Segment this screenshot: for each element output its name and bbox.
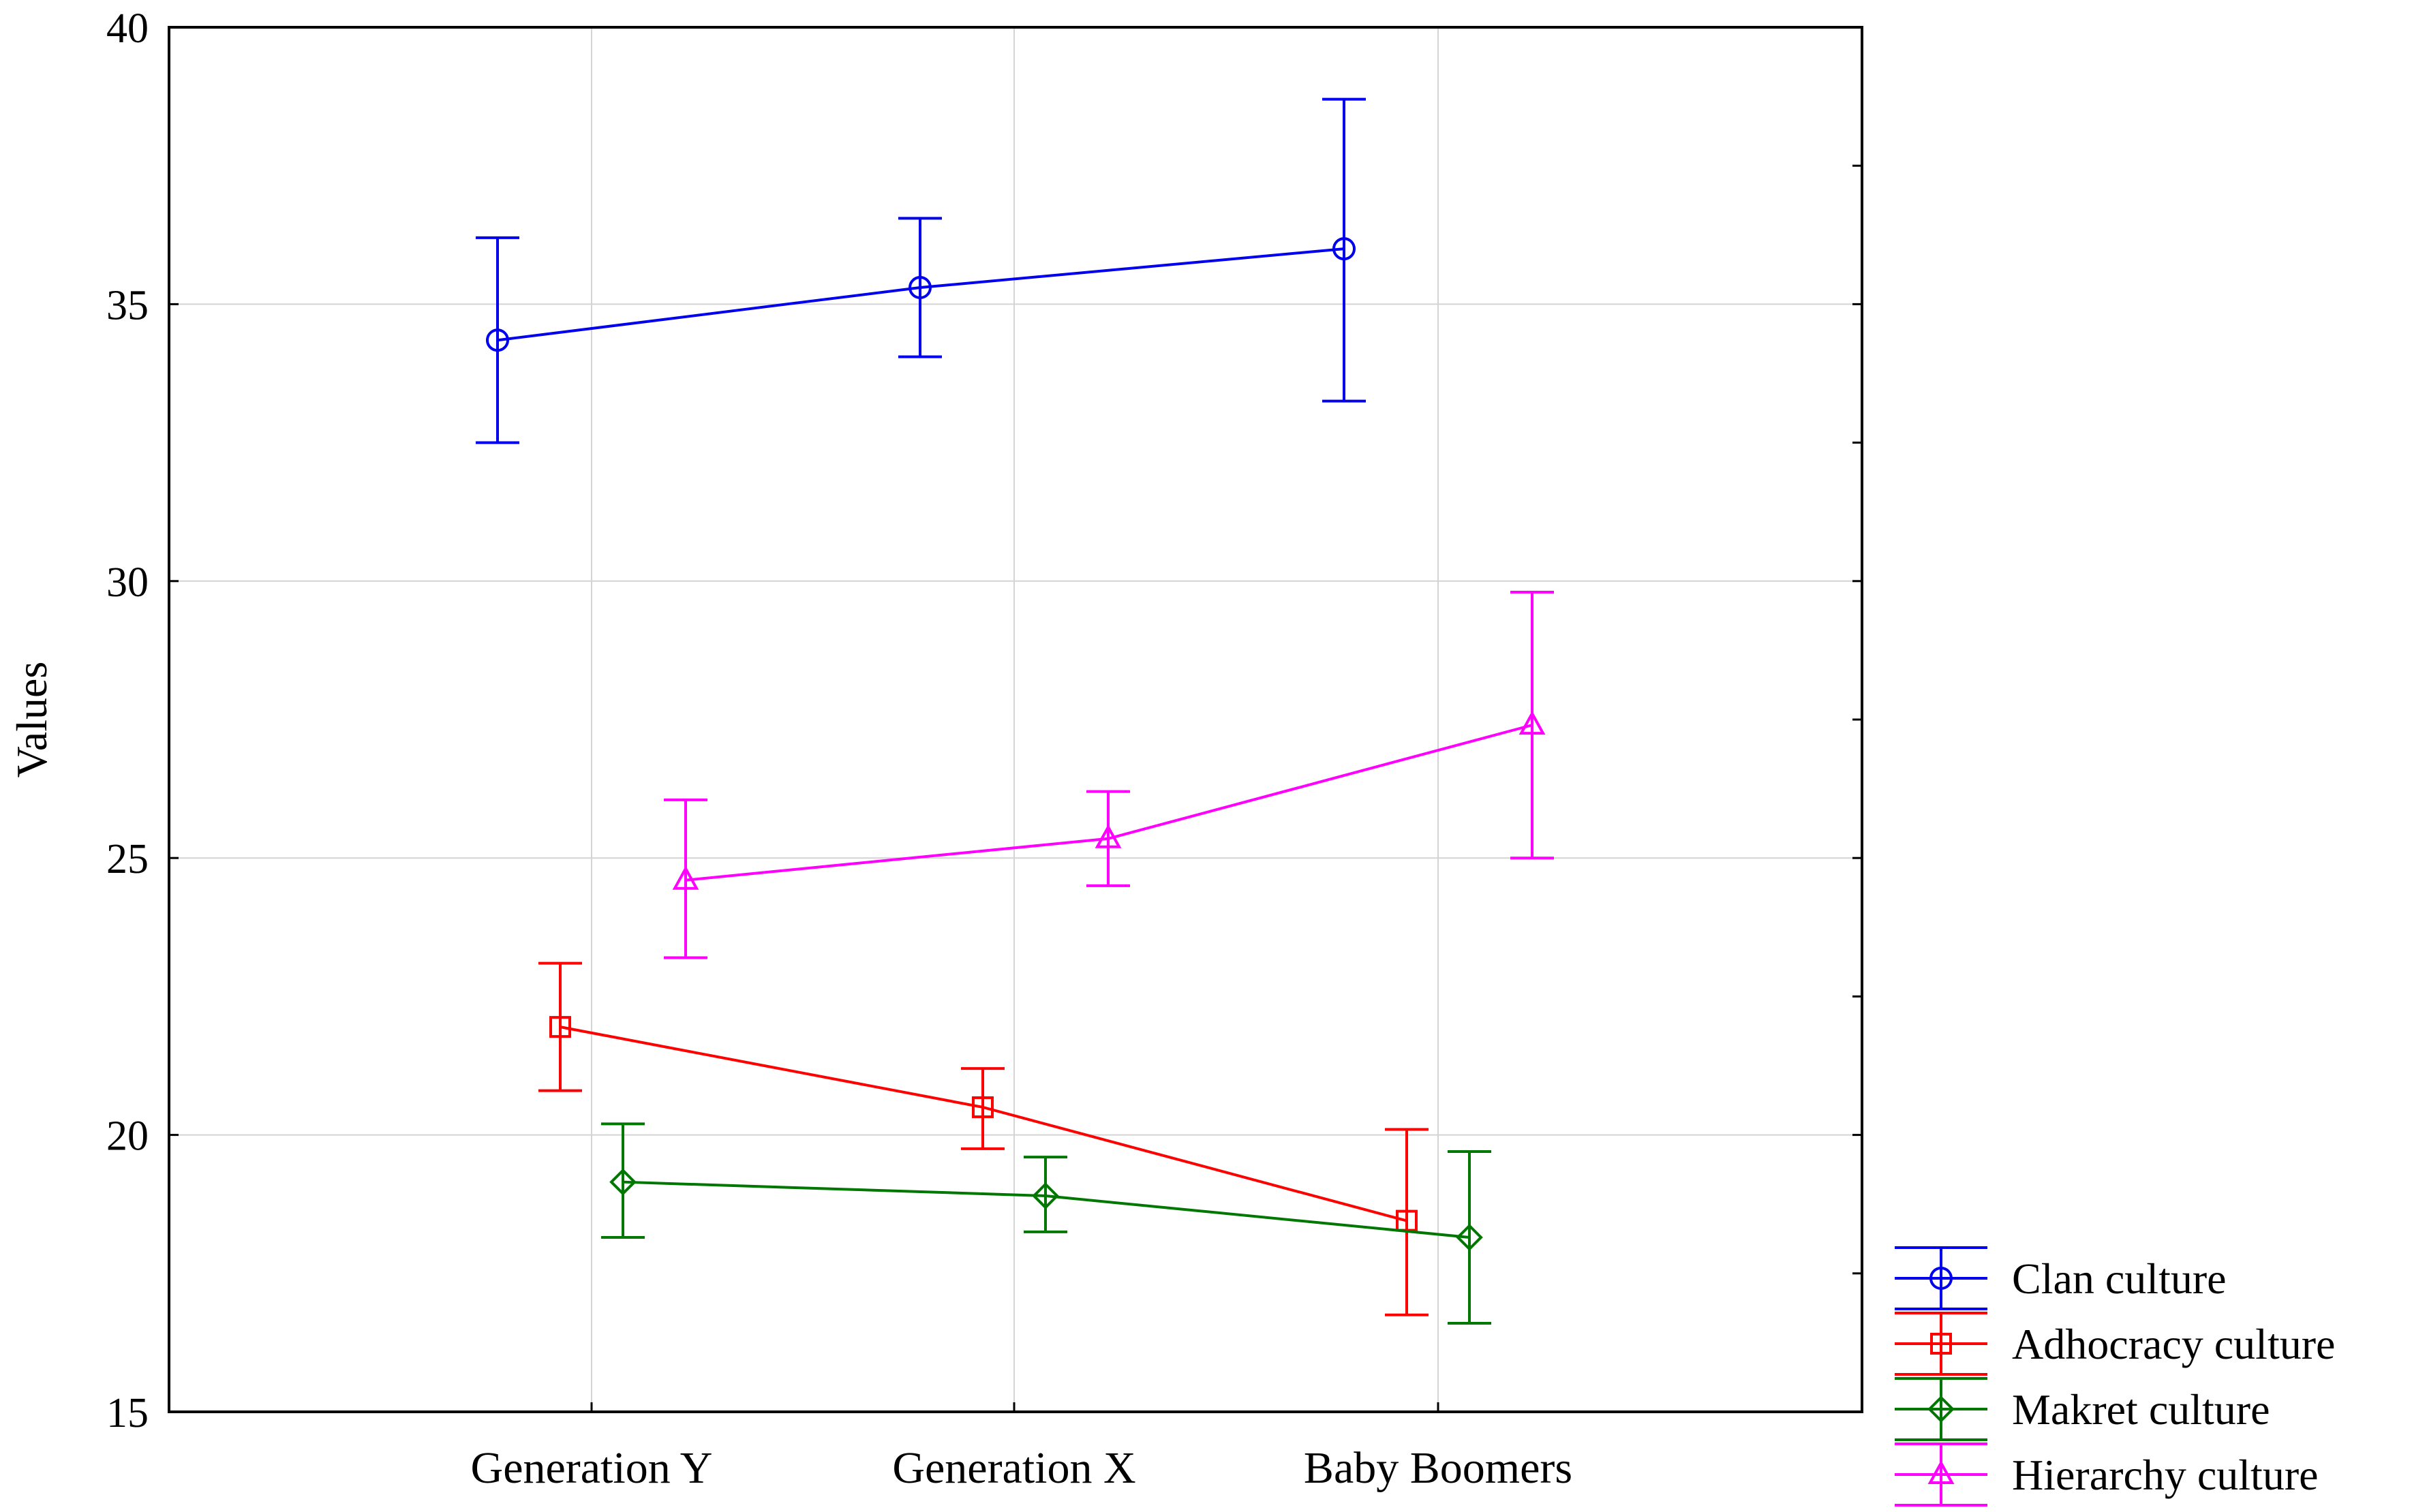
data-point: [486, 328, 509, 352]
data-point: [1332, 237, 1356, 261]
legend-item: Hierarchy culture: [1895, 1442, 2319, 1507]
y-tick-label: 35: [106, 282, 149, 328]
data-point: [549, 1016, 571, 1038]
legend-label: Adhocracy culture: [2012, 1320, 2335, 1368]
data-point: [909, 276, 932, 300]
legend-item: Clan culture: [1895, 1246, 2227, 1310]
axis-ticks: 15 20 25 30 35 40 Generation Y Generation X Baby…: [106, 5, 1862, 1493]
legend-label: Hierarchy culture: [2012, 1451, 2319, 1499]
legend: Clan culture Adhocracy culture Makret cult…: [1895, 1246, 2335, 1507]
data-point: [1095, 824, 1122, 848]
legend-item: Adhocracy culture: [1895, 1312, 2335, 1376]
y-tick-label: 40: [106, 5, 149, 52]
x-tick-label: Generation Y: [471, 1443, 713, 1493]
y-tick-label: 25: [106, 836, 149, 882]
legend-marker: [1929, 1267, 1953, 1290]
series-layer: [476, 97, 1554, 1325]
y-tick-label: 30: [106, 559, 149, 606]
x-tick-label: Baby Boomers: [1304, 1443, 1572, 1493]
series-hierarchy-culture: [664, 591, 1554, 959]
series-makret-culture: [601, 1122, 1491, 1325]
data-point: [972, 1096, 994, 1118]
legend-item: Makret culture: [1895, 1377, 2270, 1441]
legend-label: Makret culture: [2012, 1385, 2270, 1434]
y-tick-label: 20: [106, 1113, 149, 1160]
legend-label: Clan culture: [2012, 1254, 2227, 1303]
legend-marker: [1927, 1460, 1955, 1484]
y-axis-title: Values: [7, 662, 56, 778]
series-clan-culture: [476, 97, 1366, 444]
y-tick-label: 15: [106, 1390, 149, 1436]
series-adhocracy-culture: [538, 961, 1429, 1316]
data-point: [1518, 710, 1546, 735]
legend-marker: [1930, 1333, 1952, 1355]
data-point: [672, 865, 699, 890]
x-tick-label: Generation X: [892, 1443, 1135, 1493]
